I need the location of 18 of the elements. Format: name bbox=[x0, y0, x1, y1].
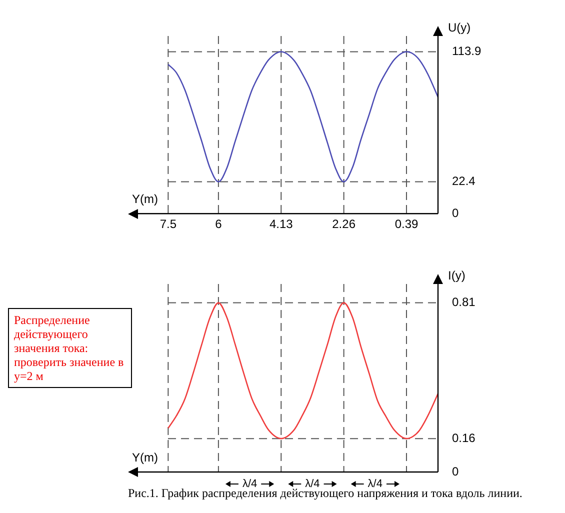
y-tick-label: 0 bbox=[452, 206, 459, 220]
y-axis-title: I(y) bbox=[448, 268, 466, 282]
y-tick-label: 0 bbox=[452, 464, 459, 478]
x-tick-label: 6 bbox=[215, 217, 222, 232]
y-tick-label: 113.9 bbox=[452, 44, 482, 58]
x-axis-title: Y(m) bbox=[132, 450, 158, 464]
x-tick-label: 2.26 bbox=[332, 217, 356, 232]
line-series bbox=[168, 51, 438, 182]
x-tick-label: 0.39 bbox=[394, 217, 418, 232]
line-series bbox=[168, 302, 438, 440]
y-tick-label: 0.81 bbox=[452, 295, 476, 310]
x-tick-label: 4.13 bbox=[269, 217, 294, 232]
x-tick-label: 7.5 bbox=[160, 217, 177, 232]
y-tick-label: 0.16 bbox=[452, 430, 476, 445]
y-axis-title: U(y) bbox=[448, 20, 471, 34]
text: Распределение действующего значения тока: проверить значение в y=2 м bbox=[8, 308, 132, 388]
x-axis-title: Y(m) bbox=[132, 192, 158, 206]
y-tick-label: 22.4 bbox=[452, 174, 476, 188]
